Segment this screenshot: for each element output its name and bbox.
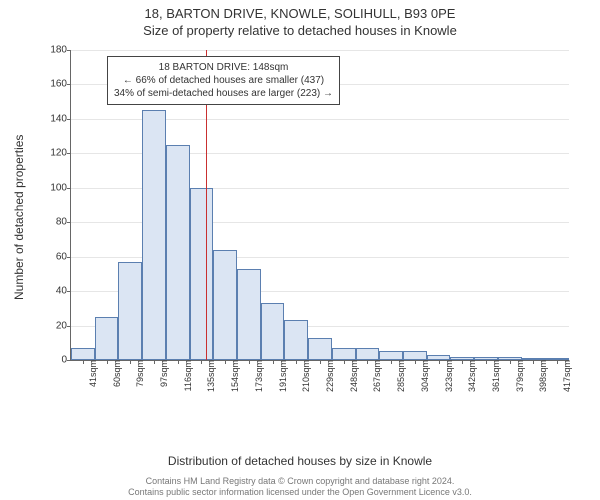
- y-tick-label: 0: [41, 355, 71, 366]
- page-subtitle: Size of property relative to detached ho…: [0, 21, 600, 38]
- x-tick-mark: [344, 360, 345, 364]
- histogram-bar: [332, 348, 356, 360]
- x-tick-label: 398sqm: [536, 360, 548, 392]
- x-tick-mark: [296, 360, 297, 364]
- x-tick-mark: [107, 360, 108, 364]
- footer-line-2: Contains public sector information licen…: [0, 487, 600, 498]
- chart-area: 0 20 40 60 80 100 120 140 160 180 41sqm 60sqm 79sqm 9…: [40, 46, 580, 416]
- x-tick-mark: [510, 360, 511, 364]
- histogram-bar: [190, 188, 214, 360]
- x-tick-label: 41sqm: [86, 360, 98, 387]
- histogram-bar: [142, 110, 166, 360]
- x-tick-mark: [225, 360, 226, 364]
- x-tick-label: 379sqm: [513, 360, 525, 392]
- histogram-bar: [403, 351, 427, 360]
- callout-line-2: ← 66% of detached houses are smaller (43…: [114, 74, 333, 87]
- histogram-bar: [237, 269, 261, 360]
- x-tick-label: 210sqm: [299, 360, 311, 392]
- x-tick-label: 191sqm: [276, 360, 288, 392]
- y-axis-label: Number of detached properties: [12, 135, 26, 300]
- histogram-bar: [95, 317, 119, 360]
- callout-line-3: 34% of semi-detached houses are larger (…: [114, 87, 333, 100]
- callout-box: 18 BARTON DRIVE: 148sqm ← 66% of detache…: [107, 56, 340, 105]
- x-tick-mark: [486, 360, 487, 364]
- histogram-bar: [261, 303, 285, 360]
- gridline: [71, 50, 569, 51]
- x-tick-label: 417sqm: [560, 360, 572, 392]
- x-tick-mark: [130, 360, 131, 364]
- footer-line-1: Contains HM Land Registry data © Crown c…: [0, 476, 600, 487]
- histogram-bar: [71, 348, 95, 360]
- y-tick-label: 140: [41, 113, 71, 124]
- x-tick-mark: [557, 360, 558, 364]
- histogram-bar: [166, 145, 190, 360]
- y-tick-label: 20: [41, 320, 71, 331]
- callout-line-1: 18 BARTON DRIVE: 148sqm: [114, 61, 333, 74]
- x-axis-label: Distribution of detached houses by size …: [0, 454, 600, 468]
- x-tick-mark: [462, 360, 463, 364]
- x-tick-label: 323sqm: [442, 360, 454, 392]
- plot-region: 02040608010012014016018041sqm60sqm79sqm9…: [70, 50, 569, 361]
- x-tick-mark: [415, 360, 416, 364]
- x-tick-label: 60sqm: [110, 360, 122, 387]
- y-tick-label: 40: [41, 286, 71, 297]
- x-tick-mark: [83, 360, 84, 364]
- x-tick-label: 116sqm: [181, 360, 193, 391]
- x-tick-mark: [273, 360, 274, 364]
- x-tick-mark: [391, 360, 392, 364]
- footer-attribution: Contains HM Land Registry data © Crown c…: [0, 476, 600, 499]
- x-tick-label: 248sqm: [347, 360, 359, 392]
- x-tick-mark: [249, 360, 250, 364]
- x-tick-label: 154sqm: [228, 360, 240, 392]
- x-tick-label: 285sqm: [394, 360, 406, 392]
- histogram-bar: [284, 320, 308, 360]
- histogram-bar: [213, 250, 237, 360]
- x-tick-label: 229sqm: [323, 360, 335, 392]
- x-tick-label: 267sqm: [370, 360, 382, 392]
- x-tick-label: 135sqm: [204, 360, 216, 392]
- histogram-bar: [356, 348, 380, 360]
- y-tick-label: 60: [41, 251, 71, 262]
- x-tick-label: 361sqm: [489, 360, 501, 392]
- y-tick-label: 120: [41, 148, 71, 159]
- x-tick-mark: [533, 360, 534, 364]
- x-tick-label: 97sqm: [157, 360, 169, 387]
- y-tick-label: 80: [41, 217, 71, 228]
- y-tick-label: 180: [41, 45, 71, 56]
- x-tick-label: 79sqm: [133, 360, 145, 387]
- x-tick-label: 173sqm: [252, 360, 264, 392]
- page-title: 18, BARTON DRIVE, KNOWLE, SOLIHULL, B93 …: [0, 0, 600, 21]
- x-tick-mark: [201, 360, 202, 364]
- y-tick-label: 160: [41, 79, 71, 90]
- y-tick-label: 100: [41, 182, 71, 193]
- x-tick-mark: [178, 360, 179, 364]
- histogram-bar: [379, 351, 403, 360]
- x-tick-mark: [367, 360, 368, 364]
- histogram-bar: [308, 338, 332, 360]
- x-tick-label: 304sqm: [418, 360, 430, 392]
- x-tick-mark: [439, 360, 440, 364]
- histogram-bar: [118, 262, 142, 360]
- x-tick-label: 342sqm: [465, 360, 477, 392]
- x-tick-mark: [320, 360, 321, 364]
- x-tick-mark: [154, 360, 155, 364]
